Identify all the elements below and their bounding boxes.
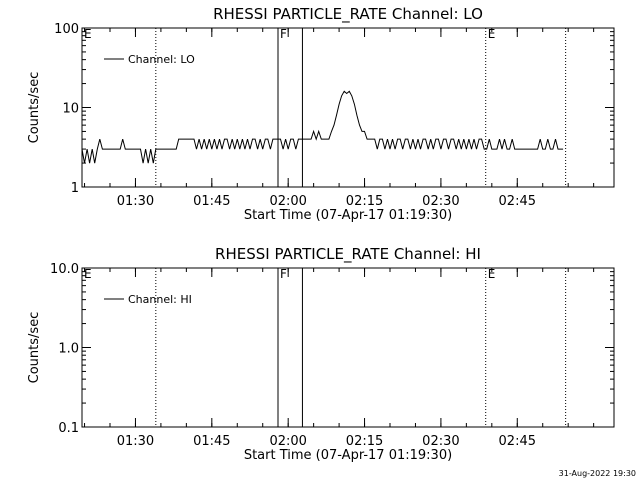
series-line-0-0 (81, 90, 564, 164)
footer-timestamp: 31-Aug-2022 19:30 (559, 469, 636, 478)
x-tick-label: 01:30 (117, 194, 154, 209)
legend-label: Channel: HI (128, 293, 192, 306)
legend-label: Channel: LO (128, 53, 195, 66)
event-marker-label: E (84, 267, 92, 281)
x-tick-label: 01:30 (117, 434, 154, 449)
event-marker-label: E (488, 267, 496, 281)
event-marker-label: F (280, 27, 287, 41)
x-tick-label: 02:00 (269, 434, 306, 449)
x-tick-label: 01:45 (193, 434, 230, 449)
x-tick-label: 02:45 (499, 194, 536, 209)
y-tick-label: 1 (71, 181, 79, 196)
event-marker-label: E (488, 27, 496, 41)
event-marker-label: F (280, 267, 287, 281)
x-tick-label: 02:15 (346, 194, 383, 209)
x-tick-label: 02:00 (269, 194, 306, 209)
chart-title: RHESSI PARTICLE_RATE Channel: HI (215, 245, 481, 264)
chart-title: RHESSI PARTICLE_RATE Channel: LO (213, 5, 483, 24)
y-axis-label: Counts/sec (27, 312, 42, 384)
x-tick-label: 02:30 (422, 194, 459, 209)
x-axis-label: Start Time (07-Apr-17 01:19:30) (244, 448, 452, 463)
x-tick-label: 02:30 (422, 434, 459, 449)
y-tick-label: 0.1 (58, 421, 79, 436)
chart-panel-hi: RHESSI PARTICLE_RATE Channel: HI 0.1 1.0 10… (27, 245, 615, 463)
y-tick-label: 1.0 (58, 342, 79, 357)
y-tick-label: 100 (54, 22, 79, 37)
plot-frame (81, 27, 615, 188)
x-tick-label: 02:15 (346, 434, 383, 449)
chart-panel-lo: RHESSI PARTICLE_RATE Channel: LO 1 10 100 01… (27, 5, 615, 223)
y-tick-label: 10 (62, 102, 79, 117)
y-tick-label: 10.0 (50, 262, 79, 277)
x-tick-label: 02:45 (499, 434, 536, 449)
x-tick-label: 01:45 (193, 194, 230, 209)
x-axis-label: Start Time (07-Apr-17 01:19:30) (244, 208, 452, 223)
y-axis-label: Counts/sec (27, 72, 42, 144)
event-marker-label: E (84, 27, 92, 41)
plot-frame (81, 267, 615, 428)
